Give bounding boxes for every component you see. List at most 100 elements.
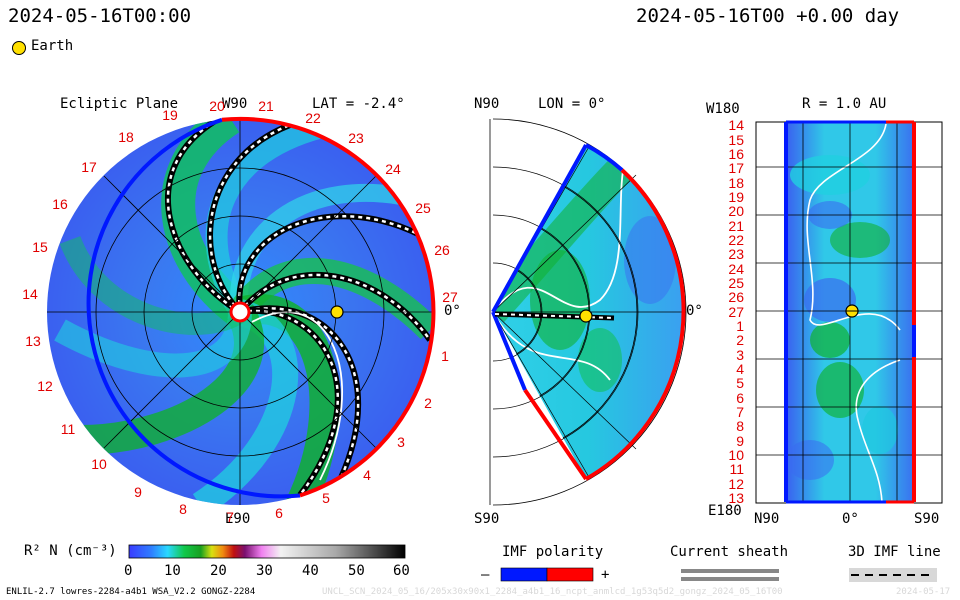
rot-label-9: 9 (134, 484, 142, 500)
imf-minus-label: – (481, 567, 490, 583)
rot-label-10: 10 (91, 456, 107, 472)
radial-y-4: 4 (736, 361, 744, 377)
radial-y-26: 26 (728, 289, 744, 305)
rot-label-21: 21 (258, 98, 274, 114)
radial-y-11: 11 (729, 461, 744, 477)
earth-icon (12, 41, 26, 55)
radial-y-20: 20 (728, 203, 744, 219)
ecliptic-right-label: 0° (444, 303, 461, 319)
rot-label-26: 26 (434, 242, 450, 258)
radial-y-3: 3 (736, 347, 744, 363)
rot-label-22: 22 (305, 110, 321, 126)
radial-bottom-left-label: E180 (708, 503, 742, 519)
radial-y-13: 13 (728, 490, 744, 506)
faint-run-path: UNCL_SCN_2024_05_16/205x30x90x1_2284_a4b… (322, 587, 783, 597)
rot-label-23: 23 (348, 130, 364, 146)
radial-y-9: 9 (736, 433, 744, 449)
rot-label-16: 16 (52, 196, 68, 212)
rot-label-2: 2 (424, 395, 432, 411)
imf-polarity-label: IMF polarity (502, 544, 604, 560)
current-sheath-label: Current sheath (670, 544, 789, 560)
earth-marker-meridional (579, 309, 593, 323)
radial-y-12: 12 (728, 476, 744, 492)
rot-label-25: 25 (415, 200, 431, 216)
radial-surface-plot (755, 120, 943, 504)
faint-date: 2024-05-17 (896, 587, 951, 597)
rot-label-8: 8 (179, 501, 187, 517)
ecliptic-plane-plot (47, 116, 436, 505)
colorbar-tick-50: 50 (348, 563, 365, 579)
meridional-right-label: 0° (686, 303, 703, 319)
imf-line-swatch (849, 568, 937, 582)
rot-label-27: 27 (442, 289, 458, 305)
rot-label-7: 7 (226, 509, 234, 525)
rot-label-19: 19 (162, 107, 178, 123)
radial-y-10: 10 (728, 447, 744, 463)
ecliptic-title: Ecliptic Plane (60, 96, 179, 112)
imf-plus-label: + (601, 567, 610, 583)
radial-y-2: 2 (736, 332, 744, 348)
imf-line-label: 3D IMF line (848, 544, 941, 560)
timestamp-left: 2024-05-16T00:00 (8, 5, 192, 27)
rot-label-12: 12 (37, 378, 53, 394)
radial-y-24: 24 (728, 261, 744, 277)
meridional-lon-label: LON = 0° (538, 96, 606, 112)
radial-y-16: 16 (728, 146, 744, 162)
radial-y-1: 1 (736, 318, 744, 334)
radial-y-7: 7 (736, 404, 744, 420)
radial-x-label-n90: N90 (754, 511, 780, 527)
rot-label-24: 24 (385, 161, 401, 177)
colorbar (128, 544, 406, 559)
radial-x-label-s90: S90 (914, 511, 940, 527)
radial-y-17: 17 (728, 160, 744, 176)
radial-y-27: 27 (728, 304, 744, 320)
rot-label-4: 4 (363, 467, 371, 483)
rot-label-13: 13 (25, 333, 41, 349)
colorbar-tick-20: 20 (210, 563, 227, 579)
rot-label-5: 5 (322, 490, 330, 506)
radial-y-23: 23 (728, 246, 744, 262)
radial-y-21: 21 (728, 218, 744, 234)
rot-label-3: 3 (397, 434, 405, 450)
radial-y-19: 19 (728, 189, 744, 205)
imf-positive-swatch (546, 567, 594, 582)
meridional-plane-plot (489, 118, 687, 506)
ecliptic-rotation-labels: 20 21 22 23 24 25 26 27 1 2 3 4 5 6 7 8 … (22, 98, 458, 525)
meridional-top-label: N90 (474, 96, 500, 112)
ecliptic-bottom-label: E90 (225, 511, 251, 527)
radial-y-5: 5 (736, 375, 744, 391)
radial-top-left-label: W180 (706, 101, 740, 117)
radial-y-8: 8 (736, 418, 744, 434)
rot-label-11: 11 (61, 421, 76, 437)
current-sheath-swatch (681, 569, 779, 581)
ecliptic-top-label: W90 (222, 96, 248, 112)
rot-label-20: 20 (209, 98, 225, 114)
rot-label-15: 15 (32, 239, 48, 255)
timestamp-right: 2024-05-16T00 +0.00 day (636, 5, 900, 27)
rot-label-1: 1 (441, 348, 449, 364)
colorbar-tick-30: 30 (256, 563, 273, 579)
colorbar-tick-10: 10 (164, 563, 181, 579)
radial-y-14: 14 (728, 117, 744, 133)
rot-label-18: 18 (118, 129, 134, 145)
radial-r-label: R = 1.0 AU (802, 96, 887, 112)
earth-marker-ecliptic (330, 305, 344, 319)
radial-y-15: 15 (728, 132, 744, 148)
colorbar-tick-0: 0 (124, 563, 133, 579)
imf-negative-swatch (500, 567, 548, 582)
radial-y-25: 25 (728, 275, 744, 291)
rot-label-17: 17 (81, 159, 97, 175)
radial-x-label-0: 0° (842, 511, 859, 527)
colorbar-tick-40: 40 (302, 563, 319, 579)
earth-legend-label: Earth (31, 38, 74, 54)
rot-label-6: 6 (275, 505, 283, 521)
colorbar-tick-60: 60 (393, 563, 410, 579)
radial-y-6: 6 (736, 390, 744, 406)
colorbar-label: R² N (cm⁻³) (24, 543, 117, 559)
radial-y-labels: 14 15 16 17 18 19 20 21 22 23 24 25 26 2… (728, 117, 744, 506)
radial-y-18: 18 (728, 175, 744, 191)
radial-y-22: 22 (728, 232, 744, 248)
meridional-bottom-label: S90 (474, 511, 500, 527)
ecliptic-lat-label: LAT = -2.4° (312, 96, 405, 112)
